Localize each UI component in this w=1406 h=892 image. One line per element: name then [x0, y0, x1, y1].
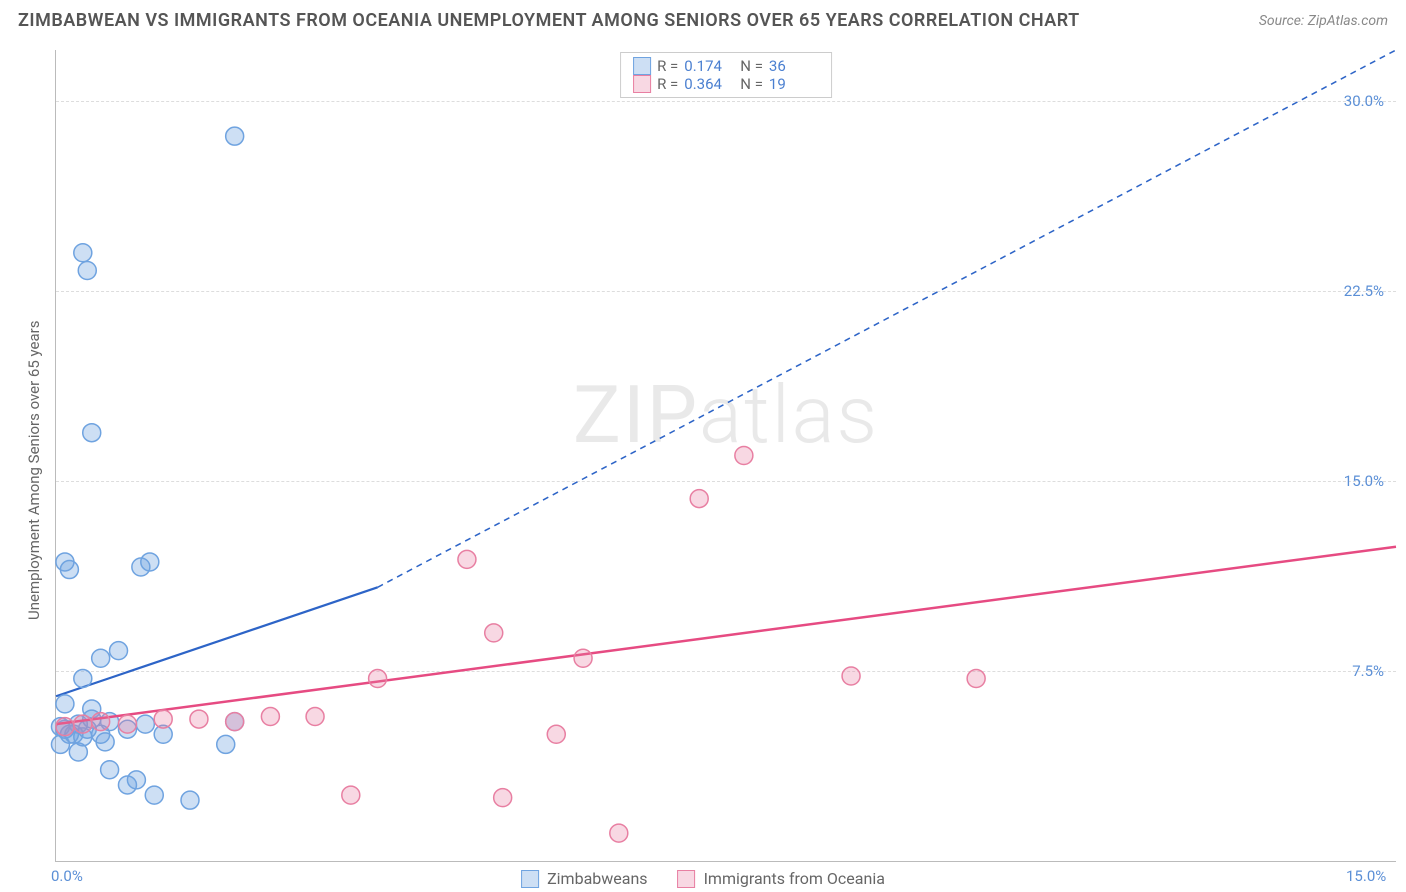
swatch-series-2 — [633, 75, 651, 93]
legend-item-1: Zimbabweans — [521, 869, 647, 888]
chart-area: ZIPatlas 7.5%15.0%22.5%30.0% R = 0.174 N… — [55, 50, 1396, 862]
legend-r-value-1: 0.174 — [684, 57, 734, 75]
legend-n-value-1: 36 — [769, 57, 819, 75]
legend-item-2: Immigrants from Oceania — [678, 869, 885, 888]
swatch-series-1 — [633, 57, 651, 75]
legend-r-label-2: R = — [657, 75, 678, 93]
legend-label-2: Immigrants from Oceania — [704, 869, 885, 888]
legend-n-label-2: N = — [740, 75, 763, 93]
legend-stats-row-2: R = 0.364 N = 19 — [633, 75, 819, 93]
legend-stats: R = 0.174 N = 36 R = 0.364 N = 19 — [620, 52, 832, 98]
legend-n-label-1: N = — [740, 57, 763, 75]
chart-title: ZIMBABWEAN VS IMMIGRANTS FROM OCEANIA UN… — [18, 10, 1080, 31]
legend-label-1: Zimbabweans — [547, 869, 647, 888]
legend-stats-row-1: R = 0.174 N = 36 — [633, 57, 819, 75]
x-tick-label: 15.0% — [1346, 867, 1386, 885]
legend-r-value-2: 0.364 — [684, 75, 734, 93]
legend-series: Zimbabweans Immigrants from Oceania — [521, 869, 885, 888]
swatch-series-2-b — [678, 870, 696, 888]
y-axis-label: Unemployment Among Seniors over 65 years — [25, 321, 43, 620]
scatter-plot — [56, 50, 1396, 861]
legend-r-label-1: R = — [657, 57, 678, 75]
source-label: Source: ZipAtlas.com — [1259, 13, 1388, 29]
source-name: ZipAtlas.com — [1308, 13, 1388, 29]
title-bar: ZIMBABWEAN VS IMMIGRANTS FROM OCEANIA UN… — [0, 0, 1406, 39]
x-tick-label: 0.0% — [51, 867, 83, 885]
source-prefix: Source: — [1259, 13, 1308, 29]
swatch-series-1-b — [521, 870, 539, 888]
legend-n-value-2: 19 — [769, 75, 819, 93]
